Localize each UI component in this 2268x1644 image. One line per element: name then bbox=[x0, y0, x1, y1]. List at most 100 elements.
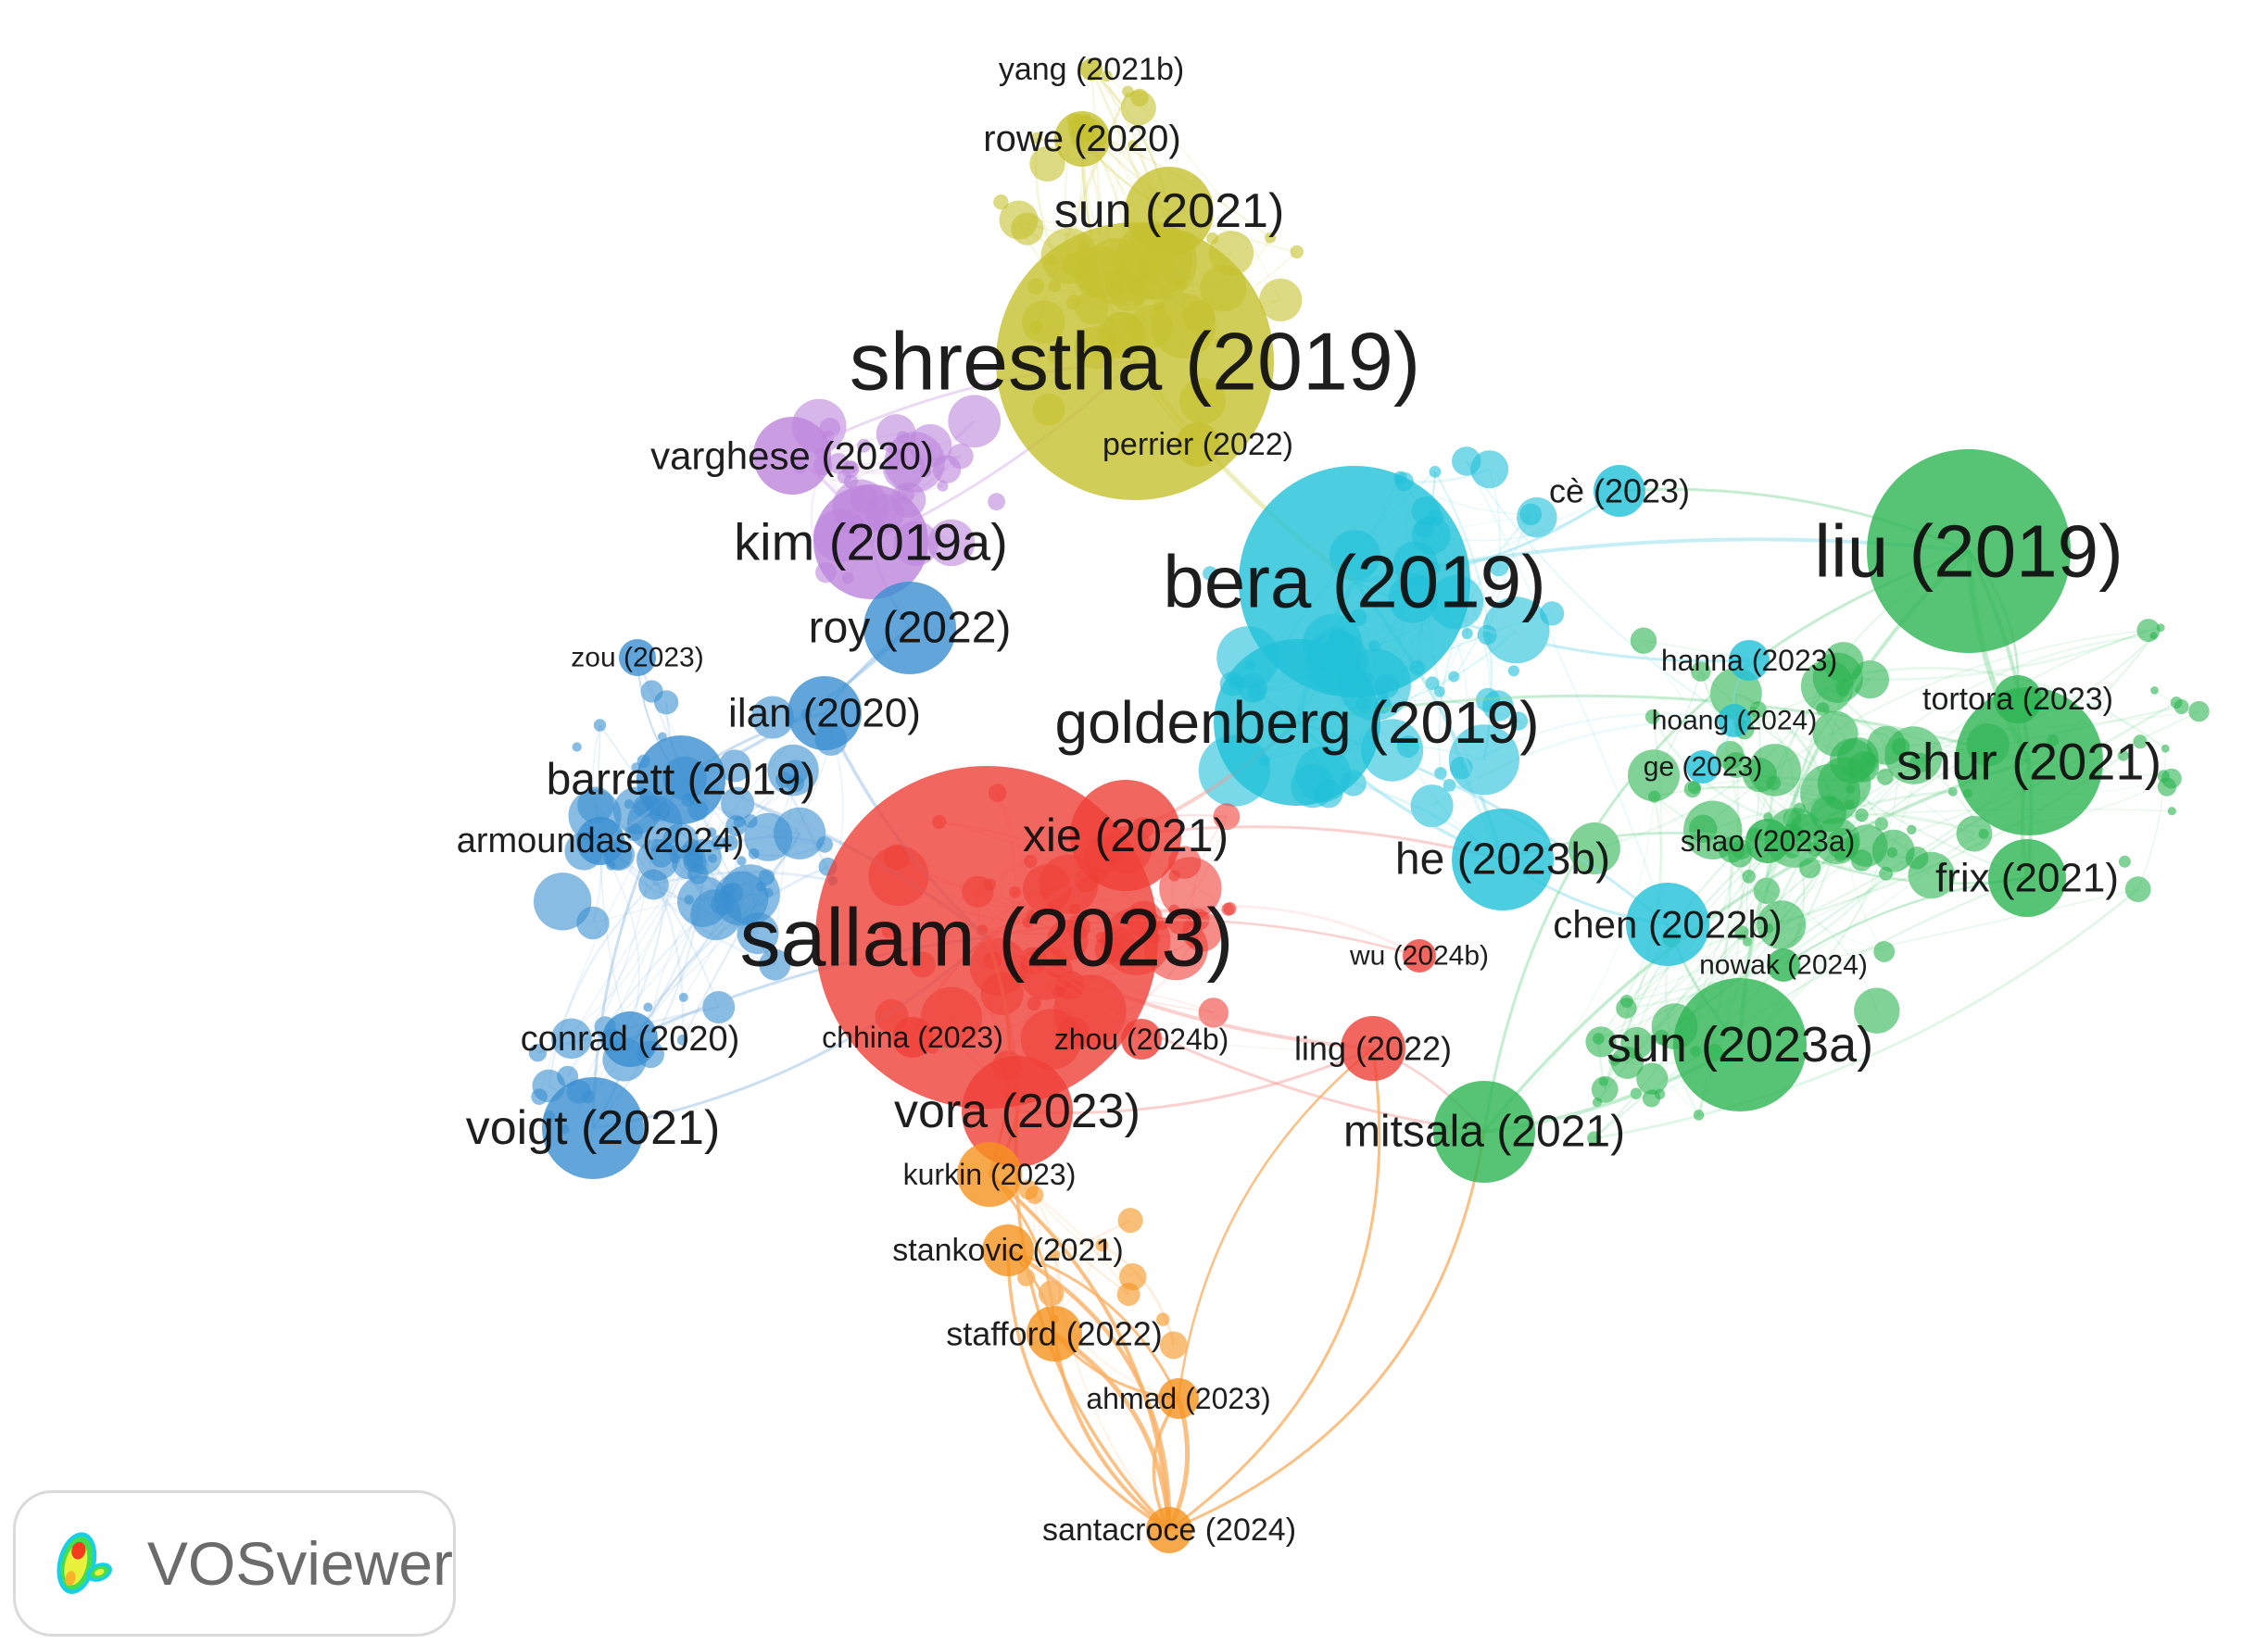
network-node[interactable] bbox=[1800, 835, 1812, 847]
node-liu[interactable] bbox=[1867, 449, 2071, 653]
network-node[interactable] bbox=[1835, 679, 1854, 697]
network-node[interactable] bbox=[2136, 619, 2161, 643]
network-node[interactable] bbox=[1568, 822, 1620, 874]
network-node[interactable] bbox=[2118, 855, 2131, 868]
network-node[interactable] bbox=[670, 853, 681, 864]
network-node[interactable] bbox=[722, 884, 736, 897]
network-node[interactable] bbox=[1826, 795, 1836, 805]
network-node[interactable] bbox=[756, 882, 766, 892]
network-node[interactable] bbox=[1636, 1062, 1669, 1095]
network-node[interactable] bbox=[702, 991, 736, 1023]
network-node[interactable] bbox=[1947, 786, 1958, 797]
network-node[interactable] bbox=[1592, 1098, 1603, 1108]
node-sun2021[interactable] bbox=[1125, 167, 1214, 256]
network-node[interactable] bbox=[1259, 278, 1303, 321]
network-node[interactable] bbox=[683, 852, 704, 872]
node-santacroce[interactable] bbox=[1146, 1507, 1192, 1553]
network-node[interactable] bbox=[572, 742, 582, 752]
network-node[interactable] bbox=[1879, 866, 1894, 881]
network-node[interactable] bbox=[2124, 876, 2151, 903]
node-ce[interactable] bbox=[1594, 465, 1645, 517]
node-roy[interactable] bbox=[863, 582, 956, 674]
network-node[interactable] bbox=[1265, 232, 1276, 244]
network-node[interactable] bbox=[1128, 140, 1138, 150]
network-node[interactable] bbox=[919, 466, 932, 478]
network-node[interactable] bbox=[1909, 752, 1931, 773]
network-node[interactable] bbox=[1101, 69, 1113, 82]
network-node[interactable] bbox=[2150, 686, 2159, 695]
network-node[interactable] bbox=[1734, 925, 1749, 940]
network-node[interactable] bbox=[1591, 1075, 1619, 1103]
network-node[interactable] bbox=[1598, 1076, 1608, 1086]
network-node[interactable] bbox=[1425, 676, 1440, 691]
network-node[interactable] bbox=[948, 444, 974, 470]
network-node[interactable] bbox=[1846, 784, 1856, 794]
node-shao[interactable] bbox=[1745, 819, 1790, 863]
node-kim[interactable] bbox=[813, 484, 928, 599]
network-node[interactable] bbox=[1886, 847, 1898, 859]
node-xie[interactable] bbox=[1070, 780, 1181, 891]
network-node[interactable] bbox=[1507, 665, 1519, 677]
network-node[interactable] bbox=[1025, 1186, 1044, 1204]
node-voigt[interactable] bbox=[542, 1077, 644, 1179]
node-wu[interactable] bbox=[1403, 939, 1436, 973]
network-node[interactable] bbox=[593, 719, 607, 732]
network-node[interactable] bbox=[624, 799, 635, 809]
network-node[interactable] bbox=[1130, 88, 1149, 107]
node-mitsala[interactable] bbox=[1433, 1081, 1535, 1183]
network-node[interactable] bbox=[1011, 212, 1044, 245]
network-node[interactable] bbox=[993, 195, 1009, 210]
network-node[interactable] bbox=[2161, 744, 2170, 753]
network-node[interactable] bbox=[678, 992, 688, 1002]
network-node[interactable] bbox=[816, 835, 833, 853]
network-node[interactable] bbox=[718, 749, 751, 783]
network-node[interactable] bbox=[1619, 995, 1633, 1008]
node-stafford[interactable] bbox=[1027, 1306, 1082, 1362]
network-node[interactable] bbox=[1203, 566, 1217, 581]
network-node[interactable] bbox=[551, 1018, 592, 1060]
network-node[interactable] bbox=[531, 1088, 548, 1105]
network-node[interactable] bbox=[1620, 1026, 1653, 1060]
network-node[interactable] bbox=[1482, 596, 1550, 664]
network-node[interactable] bbox=[1867, 725, 1907, 765]
network-node[interactable] bbox=[1798, 857, 1821, 879]
network-node[interactable] bbox=[1116, 1283, 1140, 1306]
network-node[interactable] bbox=[711, 835, 726, 850]
network-node[interactable] bbox=[1452, 446, 1481, 476]
network-node[interactable] bbox=[1689, 814, 1718, 843]
network-node[interactable] bbox=[1029, 145, 1065, 182]
network-node[interactable] bbox=[988, 493, 1005, 511]
node-sun2023a[interactable] bbox=[1673, 978, 1807, 1111]
node-frix[interactable] bbox=[1988, 839, 2066, 917]
node-hoang[interactable] bbox=[1718, 704, 1751, 737]
network-node[interactable] bbox=[706, 827, 717, 837]
network-node[interactable] bbox=[1630, 627, 1657, 654]
network-node[interactable] bbox=[1787, 826, 1803, 842]
network-node[interactable] bbox=[1742, 936, 1753, 947]
network-node[interactable] bbox=[1587, 1131, 1602, 1146]
network-node[interactable] bbox=[534, 872, 592, 931]
network-node[interactable] bbox=[1168, 870, 1180, 882]
network-node[interactable] bbox=[683, 838, 701, 858]
network-node[interactable] bbox=[2167, 807, 2176, 816]
node-shur[interactable] bbox=[1955, 687, 2103, 835]
network-node[interactable] bbox=[1156, 917, 1169, 930]
network-node[interactable] bbox=[1488, 556, 1509, 577]
network-node[interactable] bbox=[1461, 627, 1473, 640]
network-node[interactable] bbox=[1766, 775, 1782, 791]
network-node[interactable] bbox=[1850, 660, 1890, 699]
node-chhina[interactable] bbox=[892, 1017, 933, 1058]
node-vora[interactable] bbox=[962, 1056, 1073, 1167]
node-he[interactable] bbox=[1452, 809, 1554, 910]
network-node[interactable] bbox=[1907, 824, 1917, 835]
network-node[interactable] bbox=[1122, 85, 1134, 98]
network-node[interactable] bbox=[1593, 1033, 1605, 1045]
network-node[interactable] bbox=[1449, 756, 1473, 780]
network-node[interactable] bbox=[1167, 910, 1191, 935]
network-node[interactable] bbox=[708, 853, 718, 863]
node-hanna[interactable] bbox=[1729, 640, 1770, 681]
network-node[interactable] bbox=[1648, 790, 1661, 803]
network-node[interactable] bbox=[1807, 842, 1821, 857]
node-armoundas[interactable] bbox=[576, 817, 624, 865]
network-node[interactable] bbox=[576, 906, 610, 940]
